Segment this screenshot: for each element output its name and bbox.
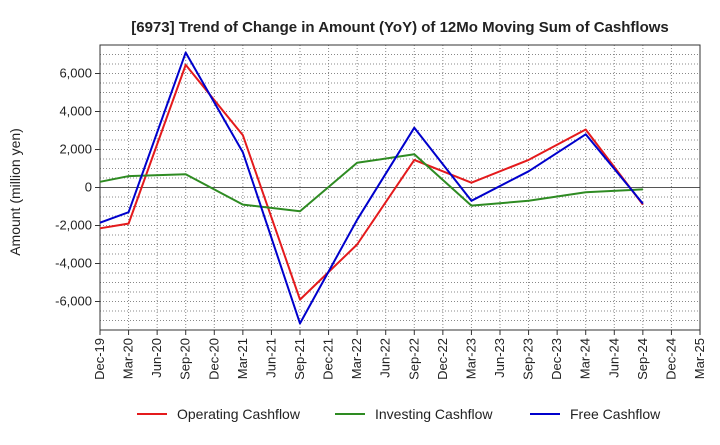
y-tick-label: 6,000 [59,66,92,81]
x-tick-label: Mar-20 [121,338,136,379]
x-tick-label: Jun-24 [606,338,621,378]
x-tick-label: Jun-20 [149,338,164,378]
x-tick-label: Mar-25 [692,338,707,379]
x-tick-label: Dec-23 [549,338,564,380]
legend: Operating Cashflow Investing Cashflow Free… [137,406,661,422]
y-tick-label: 0 [85,180,92,195]
x-tick-label: Dec-20 [206,338,221,380]
x-tick-label: Dec-22 [435,338,450,380]
y-axis-label: Amount (million yen) [7,128,23,256]
legend-label-investing-cashflow: Investing Cashflow [375,406,493,422]
x-tick-label: Jun-23 [492,338,507,378]
x-tick-label: Dec-19 [92,338,107,380]
series-line-investing-cashflow [99,153,643,213]
x-tick-label: Dec-24 [663,338,678,380]
x-tick-label: Mar-21 [235,338,250,379]
y-tick-label: -6,000 [55,294,92,309]
y-tick-label: -4,000 [55,256,92,271]
x-tick-label: Dec-21 [321,338,336,380]
x-tick-label: Sep-24 [635,338,650,380]
chart-title: [6973] Trend of Change in Amount (YoY) o… [131,19,669,36]
x-tick-label: Jun-22 [378,338,393,378]
y-tick-label: 2,000 [59,142,92,157]
x-tick-label: Mar-23 [463,338,478,379]
y-tick-label: -2,000 [55,218,92,233]
plot-area: -6,000 -4,000 -2,000 0 2,000 4,000 6,000 Dec-19… [55,44,707,380]
y-tick-label: 4,000 [59,104,92,119]
x-tick-label: Jun-21 [263,338,278,378]
legend-label-operating-cashflow: Operating Cashflow [177,406,301,422]
x-tick-label: Sep-22 [406,338,421,380]
series-line-operating-cashflow [99,63,644,301]
x-tick-label: Sep-21 [292,338,307,380]
x-tick-label: Mar-24 [578,338,593,379]
series-line-free-cashflow [99,51,644,325]
x-tick-label: Mar-22 [349,338,364,379]
x-tick-label: Sep-23 [521,338,536,380]
legend-label-free-cashflow: Free Cashflow [570,406,661,422]
x-tick-label: Sep-20 [178,338,193,380]
